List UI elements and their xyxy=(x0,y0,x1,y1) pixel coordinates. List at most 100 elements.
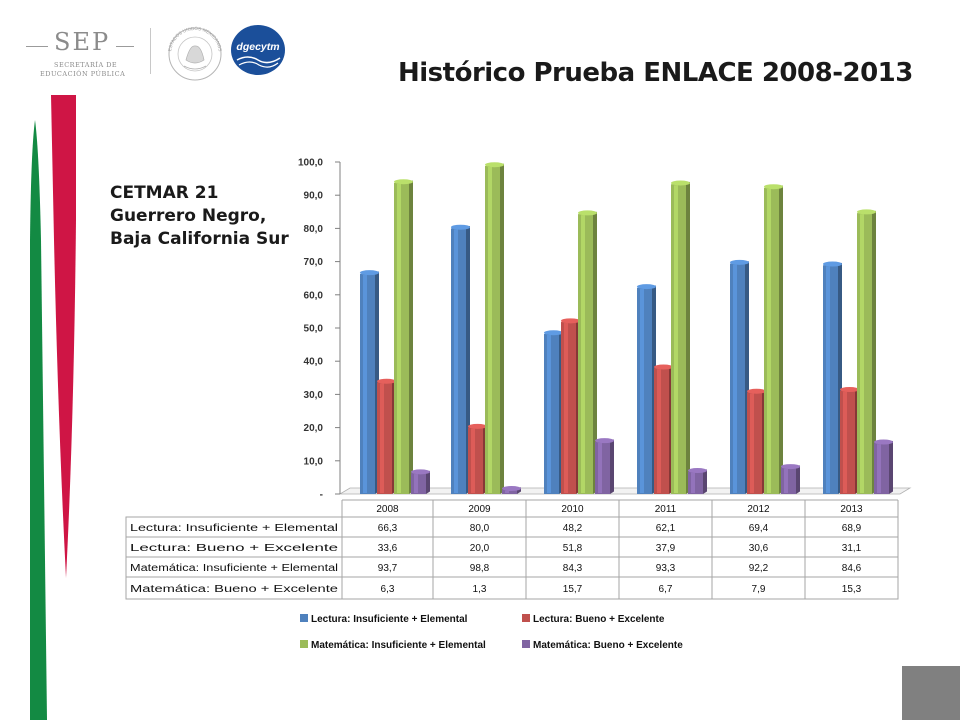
table-cell-value: 20,0 xyxy=(470,543,490,554)
bar-highlight xyxy=(674,185,678,493)
y-tick-label: 30,0 xyxy=(304,390,324,401)
subtitle-line-2: Guerrero Negro, xyxy=(110,206,267,226)
bar-highlight xyxy=(363,274,367,493)
table-cell-value: 92,2 xyxy=(749,563,769,574)
bar xyxy=(730,263,745,494)
table-cell-value: 69,4 xyxy=(749,523,769,534)
bar-top xyxy=(595,438,614,444)
bar-top xyxy=(451,224,470,230)
table-cell-value: 62,1 xyxy=(656,523,676,534)
bar-top xyxy=(561,318,580,324)
legend-swatch xyxy=(300,614,308,622)
bar-top xyxy=(377,378,396,384)
bar-highlight xyxy=(640,288,644,493)
bar-top xyxy=(671,180,690,186)
bar-top xyxy=(857,209,876,215)
table-cell-value: 6,7 xyxy=(659,584,673,595)
x-category-label: 2008 xyxy=(376,504,399,515)
chart-subtitle: CETMAR 21 Guerrero Negro, Baja Californi… xyxy=(110,182,289,251)
bar-side xyxy=(872,210,876,495)
bar-highlight xyxy=(657,369,661,493)
gray-corner-block xyxy=(902,666,960,720)
y-tick-label: - xyxy=(320,490,323,501)
bar-side xyxy=(686,181,690,494)
bar-highlight xyxy=(843,391,847,493)
bar-highlight xyxy=(454,229,458,493)
table-cell-value: 1,3 xyxy=(473,584,487,595)
bar-top xyxy=(730,259,749,265)
bar-top xyxy=(502,485,521,491)
table-cell-value: 93,7 xyxy=(378,563,398,574)
table-cell-value: 51,8 xyxy=(563,543,583,554)
bar-highlight xyxy=(488,166,492,493)
table-cell-value: 66,3 xyxy=(378,523,398,534)
bar-top xyxy=(747,388,766,394)
bar-top xyxy=(874,439,893,445)
sep-logo-line-right xyxy=(116,46,134,47)
bar-side xyxy=(779,185,783,494)
bar-top xyxy=(468,423,487,429)
subtitle-line-3: Baja California Sur xyxy=(110,229,289,249)
bar-top xyxy=(654,364,673,370)
sep-logo-line-left xyxy=(26,46,48,47)
bar xyxy=(823,265,838,494)
bar xyxy=(764,187,779,494)
bar-side xyxy=(593,211,597,494)
bar-highlight xyxy=(581,215,585,493)
bar xyxy=(747,392,762,494)
bar-top xyxy=(840,387,859,393)
table-cell-value: 30,6 xyxy=(749,543,769,554)
table-cell-value: 37,9 xyxy=(656,543,676,554)
bar xyxy=(671,184,686,494)
bar-highlight xyxy=(826,266,830,493)
bar xyxy=(781,467,796,494)
bar xyxy=(688,471,703,494)
y-tick-label: 50,0 xyxy=(304,324,324,335)
table-cell-value: 6,3 xyxy=(381,584,395,595)
bar-top xyxy=(485,162,504,168)
table-row-label: Lectura: Bueno + Excelente xyxy=(130,543,339,554)
sep-logo: SEP SECRETARÍA DE EDUCACIÓN PÚBLICA xyxy=(26,28,146,84)
bar xyxy=(468,427,483,494)
legend-swatch xyxy=(522,640,530,648)
bar xyxy=(394,182,409,494)
legend-label: Lectura: Bueno + Excelente xyxy=(533,614,665,625)
table-cell-value: 48,2 xyxy=(563,523,583,534)
bar xyxy=(544,333,559,494)
decorative-stripes xyxy=(30,95,76,720)
bar-highlight xyxy=(547,334,551,493)
bar-highlight xyxy=(471,428,475,493)
header-divider xyxy=(150,28,151,74)
legend-label: Lectura: Insuficiente + Elemental xyxy=(311,614,468,625)
table-cell-value: 68,9 xyxy=(842,523,862,534)
bar-top xyxy=(360,270,379,276)
bar xyxy=(561,322,576,494)
bar xyxy=(840,390,855,494)
bar-highlight xyxy=(767,188,771,493)
bar-highlight xyxy=(414,474,418,493)
bar-side xyxy=(610,439,614,494)
x-category-label: 2012 xyxy=(747,504,770,515)
bar-top xyxy=(637,284,656,290)
bar xyxy=(654,368,669,494)
bar-highlight xyxy=(380,383,384,493)
y-tick-label: 10,0 xyxy=(304,456,324,467)
green-stripe xyxy=(30,120,47,720)
bar-top xyxy=(411,469,430,475)
y-tick-label: 100,0 xyxy=(298,158,323,169)
page-title: Histórico Prueba ENLACE 2008-2013 xyxy=(398,58,913,88)
table-cell-value: 93,3 xyxy=(656,563,676,574)
table-row-label: Lectura: Insuficiente + Elemental xyxy=(130,523,338,534)
bar xyxy=(874,443,889,494)
table-cell-value: 84,3 xyxy=(563,563,583,574)
bar xyxy=(502,489,517,494)
bar-highlight xyxy=(397,183,401,493)
bar-top xyxy=(823,261,842,267)
table-row-label: Matemática: Bueno + Excelente xyxy=(130,584,339,595)
bar-top xyxy=(781,464,800,470)
bar-side xyxy=(426,470,430,494)
dgecytm-logo-text: dgecytm xyxy=(236,41,279,53)
bar xyxy=(637,287,652,494)
bar-side xyxy=(409,180,413,494)
